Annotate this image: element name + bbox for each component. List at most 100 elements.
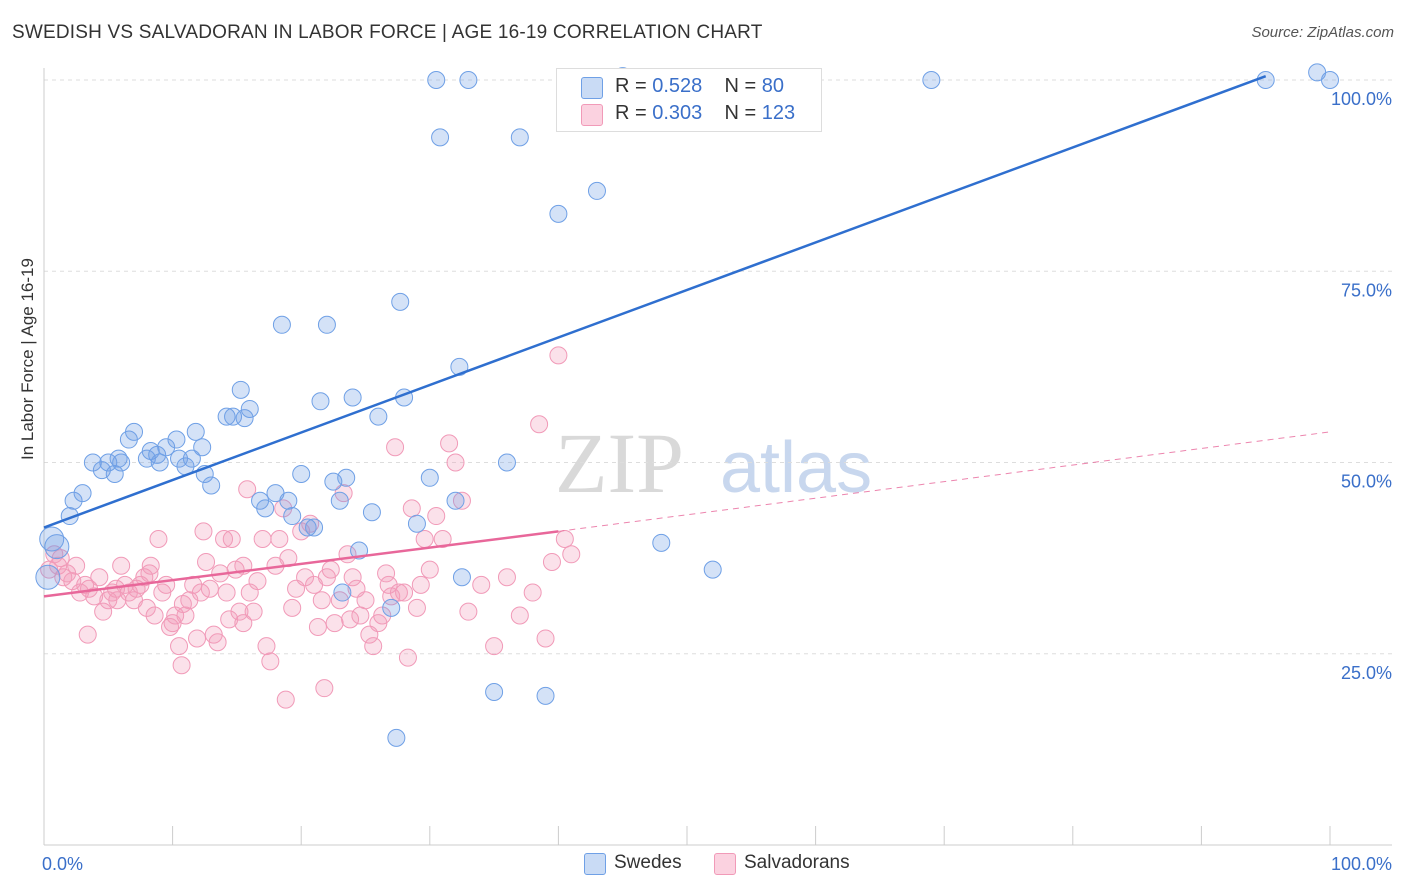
swede-point — [427, 71, 446, 89]
salvadoran-point — [356, 591, 375, 610]
salvadoran-point — [325, 614, 344, 633]
salvadoran-point — [149, 530, 168, 548]
swede-point — [391, 292, 410, 311]
y-tick-label: 75.0% — [1341, 280, 1392, 300]
salvadoran-point — [208, 633, 227, 652]
salvadoran-point — [220, 610, 239, 629]
salvadoran-point — [170, 637, 189, 656]
swede-point — [459, 71, 478, 89]
swede-point — [112, 453, 131, 472]
salvadoran-point — [234, 614, 253, 633]
salvadoran-point — [308, 617, 327, 636]
swede-point — [125, 422, 144, 441]
salvadoran-point — [283, 598, 302, 617]
salvadoran-point — [312, 591, 331, 610]
salvadoran-point — [459, 602, 478, 621]
swede-point — [292, 464, 311, 483]
salvadoran-point — [549, 346, 568, 365]
swede-point — [44, 534, 70, 560]
swede-point — [182, 449, 201, 468]
swedes-n-value: 80 — [761, 75, 785, 97]
salvadoran-point — [261, 652, 280, 671]
swede-point — [497, 453, 516, 472]
swede-point — [39, 526, 65, 552]
salvadoran-point — [270, 530, 289, 548]
y-tick-label: 100.0% — [1331, 89, 1392, 109]
chart-title: SWEDISH VS SALVADORAN IN LABOR FORCE | A… — [12, 22, 763, 43]
swede-point — [157, 438, 176, 457]
swede-point — [217, 407, 236, 426]
swede-point — [652, 533, 671, 552]
swede-point — [193, 438, 212, 457]
salvadoran-point — [402, 499, 421, 518]
swede-point — [279, 491, 298, 510]
swede-point — [64, 491, 83, 510]
swede-point — [387, 728, 406, 747]
swede-point — [298, 518, 317, 537]
salvadoran-point — [364, 637, 383, 656]
swede-point — [343, 388, 362, 407]
salvadoran-point — [141, 556, 160, 575]
swede-point — [272, 315, 291, 334]
salvadoran-point — [276, 690, 295, 709]
swede-point — [922, 71, 941, 89]
salvadoran-point — [257, 637, 276, 656]
salvadoran-point — [191, 583, 210, 602]
swede-point — [369, 407, 388, 426]
swede-point — [549, 204, 568, 223]
salvadoran-point — [244, 602, 263, 621]
salvadoran-point — [440, 434, 459, 453]
salvadoran-point — [485, 637, 504, 656]
swede-point — [170, 449, 189, 468]
salvadorans-swatch — [581, 104, 603, 126]
x-tick-label: 0.0% — [42, 854, 83, 874]
salvadorans-trend-line — [43, 530, 559, 598]
salvadoran-point — [427, 507, 446, 526]
salvadoran-point — [341, 610, 360, 629]
salvadorans-r-value: 0.303 — [652, 102, 703, 124]
salvadoran-point — [85, 587, 104, 606]
y-axis-label: In Labor Force | Age 16-19 — [18, 258, 37, 460]
salvadoran-point — [253, 530, 272, 548]
salvadoran-point — [395, 583, 414, 602]
swede-point — [231, 380, 250, 399]
salvadoran-point — [172, 656, 191, 675]
swede-point — [485, 683, 504, 701]
salvadoran-point — [386, 438, 405, 457]
swede-point — [446, 491, 465, 510]
salvadoran-point — [411, 575, 430, 594]
salvadoran-point — [315, 679, 334, 698]
swede-point — [333, 583, 352, 602]
swede-point — [407, 514, 426, 533]
salvadorans-trend-extension — [558, 431, 1331, 532]
salvadoran-point — [145, 606, 164, 625]
salvadoran-point — [137, 598, 156, 617]
swede-point — [420, 468, 439, 487]
swede-point — [202, 476, 221, 495]
salvadoran-point — [415, 530, 434, 548]
salvadoran-point — [217, 583, 236, 602]
swede-point — [1308, 63, 1327, 82]
swede-point — [337, 468, 356, 487]
salvadoran-point — [472, 575, 491, 594]
salvadoran-point — [373, 606, 392, 625]
swede-point — [703, 560, 722, 579]
salvadoran-point — [78, 625, 97, 644]
swede-point — [362, 503, 381, 522]
swede-point — [167, 430, 186, 449]
salvadoran-point — [188, 629, 207, 648]
salvadoran-point — [296, 568, 315, 587]
swede-point — [1256, 71, 1275, 89]
y-tick-label: 50.0% — [1341, 472, 1392, 492]
salvadoran-point — [321, 560, 340, 579]
n-label: N = — [724, 102, 757, 124]
swede-point — [99, 453, 118, 472]
swede-point — [283, 507, 302, 526]
salvadoran-point — [67, 556, 86, 575]
swede-point — [350, 541, 369, 560]
swede-point — [510, 128, 529, 147]
swede-point — [305, 518, 324, 537]
salvadoran-point — [389, 583, 408, 602]
salvadoran-point — [222, 530, 241, 548]
